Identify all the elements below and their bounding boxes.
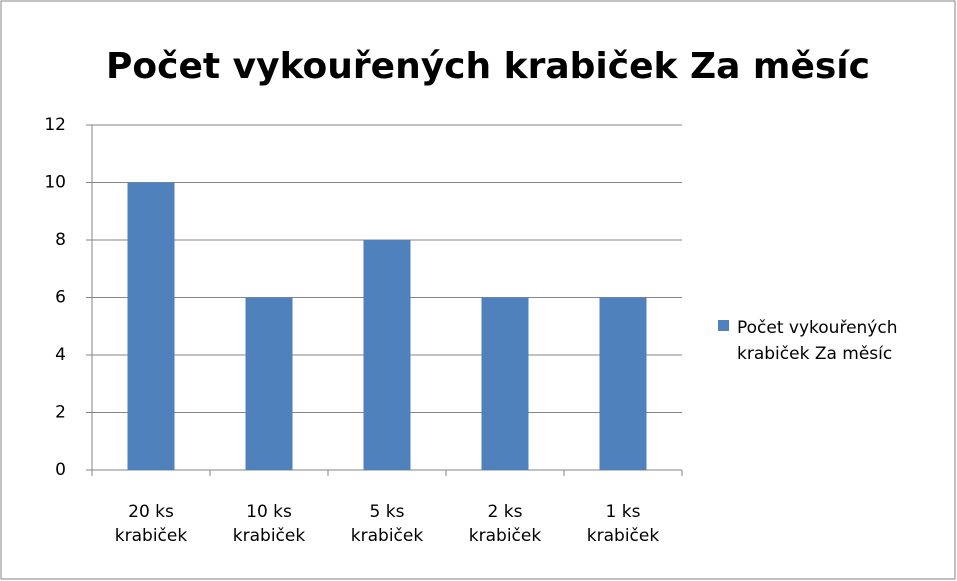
legend-label: Počet vykouřených krabiček Za měsíc (737, 318, 898, 364)
bar (599, 297, 647, 470)
y-tick-label: 6 (55, 288, 66, 308)
legend-swatch (718, 320, 729, 331)
y-tick-label: 0 (55, 460, 66, 480)
chart-title: Počet vykouřených krabiček Za měsíc (106, 46, 870, 87)
x-tick-label: 20 ks krabiček (114, 502, 188, 546)
y-tick-label: 8 (55, 230, 66, 250)
bar (363, 240, 411, 470)
x-tick-label: 2 ks krabiček (468, 502, 542, 546)
x-tick-label: 5 ks krabiček (350, 502, 424, 546)
bar (245, 297, 293, 470)
y-tick-label: 12 (44, 115, 66, 135)
x-tick-label: 1 ks krabiček (586, 502, 660, 546)
y-tick-label: 2 (55, 403, 66, 423)
y-tick-label: 4 (55, 345, 66, 365)
bar (481, 297, 529, 470)
bar (127, 182, 175, 470)
y-tick-label: 10 (44, 173, 66, 193)
x-tick-label: 10 ks krabiček (232, 502, 306, 546)
